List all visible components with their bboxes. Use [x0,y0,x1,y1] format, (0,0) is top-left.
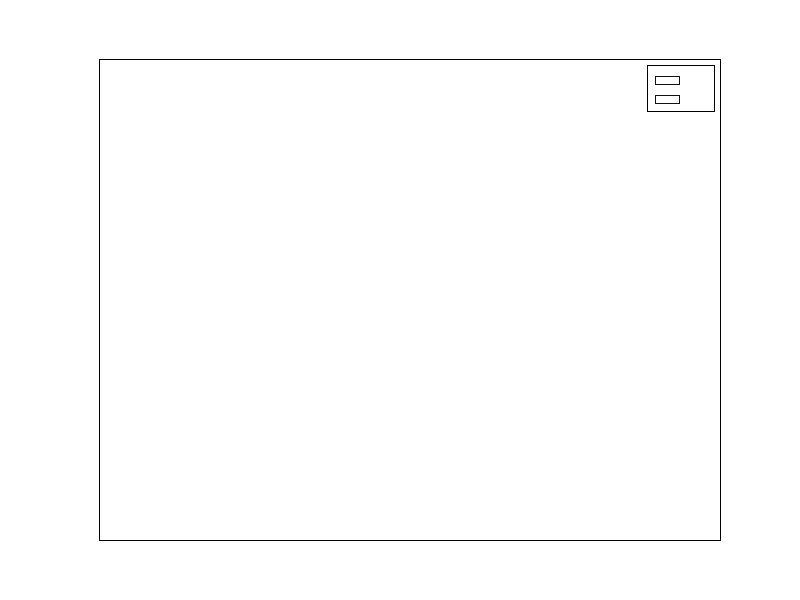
fp-legend-swatch [654,94,680,104]
legend-entry-fp [654,90,708,109]
plot-area [98,58,721,541]
legend [646,64,715,112]
legend-entry-tp [654,71,708,90]
tp-legend-swatch [654,75,680,85]
